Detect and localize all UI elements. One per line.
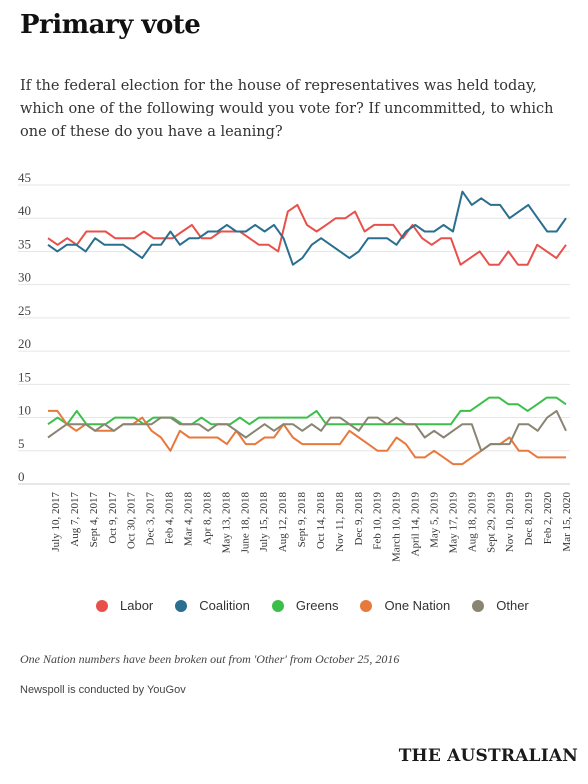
x-tick-label: July 15, 2018 [258, 492, 270, 552]
x-tick-label: Oct 30, 2017 [126, 492, 138, 550]
y-tick-label: 20 [18, 336, 31, 351]
x-tick-label: Dec 8, 2019 [523, 492, 535, 546]
x-tick-label: Sept 4, 2017 [88, 492, 100, 548]
x-tick-label: Sept 9, 2018 [296, 492, 308, 548]
x-tick-label: Oct 9, 2017 [107, 492, 119, 544]
y-tick-label: 45 [18, 170, 31, 185]
legend-label: Other [496, 598, 529, 613]
legend-item-other: Other [472, 598, 529, 613]
legend-swatch [175, 599, 188, 612]
x-tick-label: Aug 18, 2019 [466, 492, 478, 553]
series-line-other [47, 409, 567, 452]
legend-item-coalition: Coalition [175, 598, 250, 613]
legend-label: Greens [295, 598, 339, 613]
series-line-one-nation [48, 409, 566, 466]
x-tick-label: Apr 8, 2018 [201, 492, 213, 545]
y-tick-label: 0 [18, 469, 25, 484]
x-tick-label: May 13, 2018 [220, 492, 232, 554]
x-tick-label: July 10, 2017 [50, 492, 62, 552]
chart-legend: Labor Coalition Greens One Nation Other [96, 598, 551, 613]
x-tick-label: Sept 29, 2019 [485, 492, 497, 553]
primary-vote-chart: 0 5 10 15 20 25 30 35 40 45 July 10, 2017 Aug 7, 20… [18, 170, 573, 562]
one-nation-note: One Nation numbers have been broken out … [20, 652, 400, 666]
x-tick-label: Oct 14, 2018 [315, 492, 327, 550]
y-tick-label: 40 [18, 203, 31, 218]
x-tick-label: May 5, 2019 [429, 492, 441, 548]
legend-label: Coalition [199, 598, 250, 613]
series-line-greens [47, 396, 567, 426]
y-tick-label: 30 [18, 270, 31, 285]
x-tick-label: April 14, 2019 [410, 492, 422, 557]
series-line-coalition [47, 190, 567, 266]
chart-subtitle: If the federal election for the house of… [20, 78, 554, 140]
legend-item-labor: Labor [96, 598, 153, 613]
legend-label: Labor [120, 598, 154, 613]
legend-swatch [96, 599, 108, 612]
x-tick-label: Nov 11, 2018 [334, 492, 346, 552]
x-tick-label: March 10, 2019 [391, 492, 403, 562]
x-tick-label: Dec 9, 2018 [353, 492, 365, 546]
legend-label: One Nation [384, 598, 451, 613]
chart-title: Primary vote [20, 10, 201, 40]
x-tick-label: June 18, 2018 [239, 492, 251, 554]
y-tick-label: 35 [18, 236, 31, 251]
legend-item-greens: Greens [271, 598, 339, 613]
x-tick-label: Feb 10, 2019 [372, 492, 384, 550]
legend-item-one-nation: One Nation [360, 598, 450, 613]
x-tick-label: Aug 12, 2018 [277, 492, 289, 553]
x-tick-label: Feb 2, 2020 [542, 492, 554, 545]
x-tick-label: Feb 4, 2018 [164, 492, 176, 545]
series-line-labor [47, 203, 567, 266]
y-tick-label: 5 [18, 436, 25, 451]
legend-swatch [360, 599, 373, 612]
y-tick-label: 15 [18, 369, 31, 384]
x-tick-label: Mar 15, 2020 [561, 492, 573, 552]
x-tick-label: Dec 3, 2017 [145, 492, 157, 546]
legend-swatch [472, 599, 485, 612]
the-australian-logo: THE AUSTRALIAN [398, 746, 578, 766]
source-note: Newspoll is conducted by YouGov [20, 684, 186, 696]
x-tick-label: Aug 7, 2017 [69, 492, 81, 547]
y-tick-label: 25 [18, 303, 31, 318]
legend-swatch [271, 599, 284, 612]
x-tick-label: Nov 10, 2019 [504, 492, 516, 553]
x-tick-label: Mar 4, 2018 [182, 492, 194, 547]
y-tick-label: 10 [18, 403, 31, 418]
x-tick-label: May 17, 2019 [447, 492, 459, 554]
